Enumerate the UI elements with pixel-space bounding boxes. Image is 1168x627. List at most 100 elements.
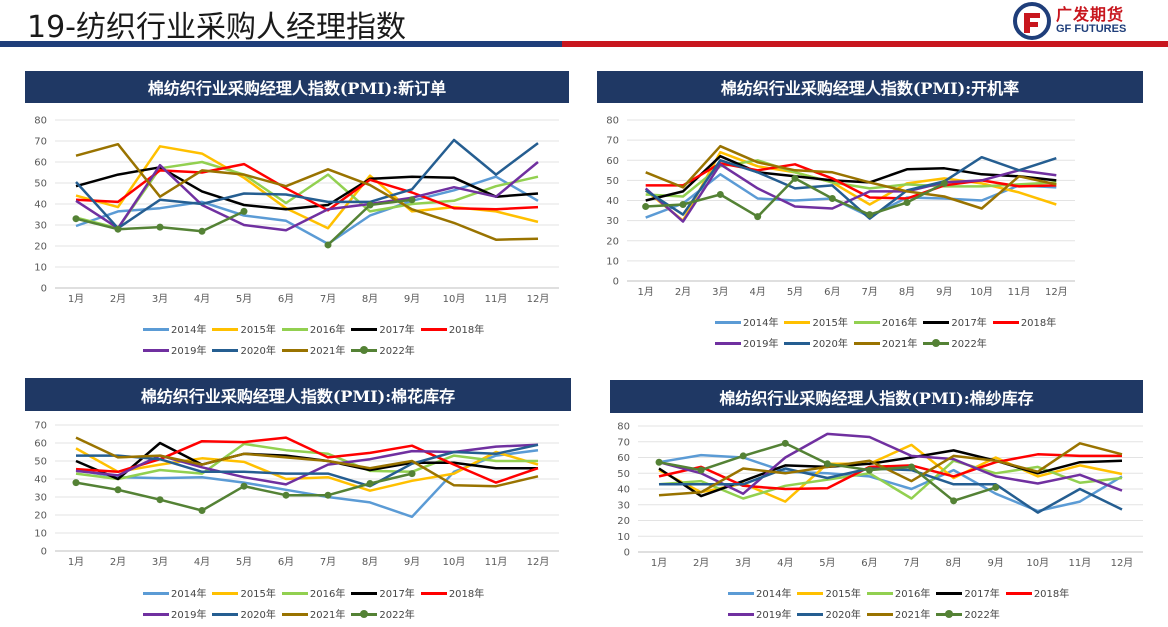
series-line [659, 467, 1123, 514]
legend-swatch [923, 338, 950, 348]
series-line [645, 162, 1057, 200]
x-tick-label: 7月 [320, 293, 336, 305]
y-tick-label: 0 [41, 547, 47, 558]
legend-label: 2015年 [240, 325, 276, 336]
y-tick-label: 70 [617, 437, 630, 448]
data-point [823, 460, 831, 468]
y-tick-label: 40 [34, 475, 47, 486]
legend-item: 2014年 [143, 585, 206, 600]
data-point [697, 466, 705, 474]
chart-title: 棉纺织行业采购经理人指数(PMI):开机率 [597, 71, 1143, 103]
x-tick-label: 2月 [675, 286, 691, 298]
chart-panel-cotton-inventory: 棉纺织行业采购经理人指数(PMI):棉花库存 0 10 20 30 40 50 60 70 1月… [25, 378, 571, 627]
series-2018年 [645, 162, 1057, 200]
chart-title: 棉纺织行业采购经理人指数(PMI):棉纱库存 [610, 380, 1143, 413]
legend-item: 2018年 [1005, 585, 1070, 600]
legend-label: 2017年 [379, 589, 415, 600]
x-tick-label: 9月 [936, 286, 952, 298]
data-point [114, 225, 122, 233]
y-tick-label: 60 [34, 158, 47, 169]
y-tick-label: 70 [34, 137, 47, 148]
x-tick-label: 4月 [749, 286, 765, 298]
y-tick-label: 70 [34, 421, 47, 432]
x-tick-label: 11月 [485, 293, 508, 305]
legend-swatch [351, 345, 378, 355]
x-tick-label: 10月 [970, 286, 993, 298]
legend-item: 2019年 [728, 606, 791, 621]
legend-row: 2014年 2015年 2016年 2017年 2018年 [143, 318, 490, 339]
legend-label: 2020年 [240, 346, 276, 357]
series-line [645, 154, 1057, 202]
legend-label: 2021年 [309, 610, 346, 621]
legend-swatch [212, 345, 239, 355]
legend-label: 2021年 [881, 339, 918, 350]
series-2022年 [72, 470, 416, 514]
x-tick-label: 2月 [110, 293, 126, 305]
y-tick-label: 10 [617, 532, 630, 543]
legend-item: 2014年 [728, 585, 791, 600]
legend-swatch [936, 609, 963, 619]
legend-swatch [420, 324, 447, 334]
data-point [366, 201, 374, 209]
series-line [645, 144, 1057, 210]
x-tick-label: 8月 [362, 293, 378, 305]
chart-legend: 2014年 2015年 2016年 2017年 2018年 2019年 2020年 2021年… [728, 582, 1075, 624]
legend-item: 2022年 [351, 606, 415, 621]
x-tick-label: 1月 [68, 293, 84, 305]
series-2022年 [655, 439, 1000, 505]
legend-label: 2022年 [964, 610, 1000, 621]
data-point [679, 201, 687, 209]
data-point [950, 497, 958, 505]
legend-row: 2019年 2020年 2021年 2022年 [143, 603, 490, 624]
legend-swatch [784, 317, 811, 327]
legend-label: 2016年 [309, 589, 346, 600]
legend-item: 2021年 [866, 606, 931, 621]
data-point [366, 480, 374, 487]
legend-item: 2020年 [212, 342, 276, 357]
legend-swatch [143, 324, 169, 334]
data-point [408, 196, 416, 204]
legend-item: 2020年 [784, 335, 848, 350]
legend-item: 2015年 [212, 321, 276, 336]
y-tick-label: 20 [34, 242, 47, 253]
chart-legend: 2014年 2015年 2016年 2017年 2018年 2019年 2020年 2021年… [143, 582, 490, 624]
legend-swatch [212, 588, 239, 598]
y-tick-label: 40 [606, 196, 619, 207]
legend-swatch [1005, 588, 1032, 598]
y-tick-label: 0 [613, 277, 619, 288]
legend-label: 2019年 [171, 346, 207, 357]
y-tick-label: 80 [606, 116, 619, 127]
y-tick-label: 0 [624, 548, 630, 559]
legend-label: 2021年 [309, 346, 346, 357]
legend-row: 2019年 2020年 2021年 2022年 [715, 332, 1062, 353]
data-point [72, 479, 80, 487]
legend-swatch [212, 324, 239, 334]
legend-row: 2019年 2020年 2021年 2022年 [143, 339, 490, 360]
y-tick-label: 50 [34, 179, 47, 190]
legend-swatch [143, 588, 169, 598]
legend-item: 2016年 [866, 585, 930, 600]
y-tick-label: 20 [617, 516, 630, 527]
legend-label: 2015年 [812, 318, 848, 329]
chart-panel-operating-rate: 棉纺织行业采购经理人指数(PMI):开机率 0 10 20 30 40 50 60 70 80 1… [597, 71, 1143, 365]
series-2017年 [75, 166, 539, 211]
data-point [781, 439, 789, 447]
x-tick-label: 12月 [527, 293, 550, 305]
legend-item: 2021年 [281, 342, 346, 357]
chart-legend: 2014年 2015年 2016年 2017年 2018年 2019年 2020年 2021年… [715, 311, 1062, 353]
series-line [75, 160, 539, 230]
y-tick-label: 10 [34, 263, 47, 274]
data-point [72, 215, 80, 223]
legend-swatch [715, 317, 741, 327]
x-tick-label: 4月 [194, 556, 210, 568]
x-tick-label: 12月 [527, 556, 550, 568]
legend-item: 2019年 [143, 606, 206, 621]
legend-label: 2018年 [1033, 589, 1070, 600]
data-point [866, 211, 874, 219]
legend-label: 2018年 [448, 325, 485, 336]
legend-swatch [936, 588, 963, 598]
data-point [992, 483, 1000, 491]
legend-label: 2021年 [894, 610, 931, 621]
legend-label: 2018年 [1020, 318, 1057, 329]
legend-label: 2014年 [743, 318, 779, 329]
